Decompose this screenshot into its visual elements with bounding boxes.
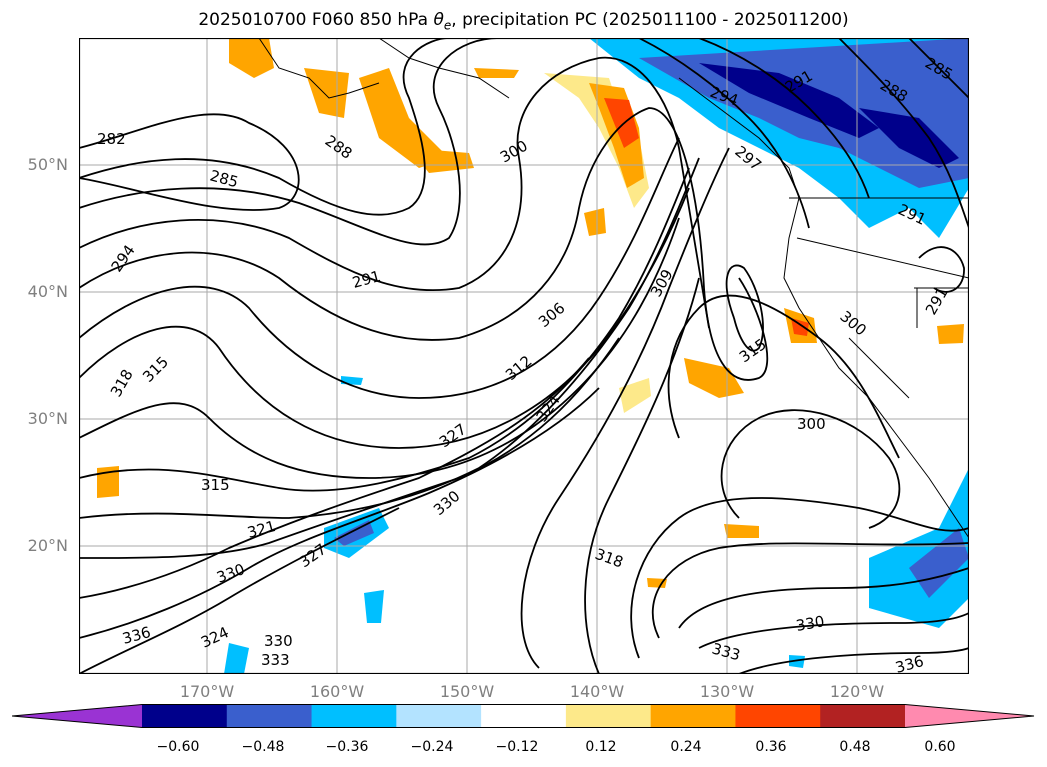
colorbar-tick: 0.36 — [755, 739, 787, 755]
colorbar-tick: 0.24 — [670, 739, 702, 755]
colorbar-tick: −0.36 — [325, 739, 369, 755]
colorbar-cell — [226, 704, 313, 728]
colorbar-cell — [565, 704, 652, 728]
colorbar-tick: 0.60 — [924, 739, 956, 755]
colorbar-tick: −0.12 — [495, 739, 539, 755]
colorbar-cell — [820, 704, 906, 728]
colorbar-tick: −0.24 — [410, 739, 454, 755]
theta-e-contours — [79, 38, 969, 674]
colorbar — [12, 704, 1035, 728]
contour-label: 315 — [201, 476, 230, 494]
lon-label: 140°W — [569, 682, 625, 701]
positive-precip-shading — [97, 38, 964, 588]
lon-label: 150°W — [439, 682, 495, 701]
contour-label: 330 — [264, 632, 293, 650]
map-title: 2025010700 F060 850 hPa θe, precipitatio… — [198, 10, 849, 33]
colorbar-cell — [735, 704, 821, 728]
colorbar-tick: 0.12 — [585, 739, 617, 755]
map-panel: 282 285 288 291 294 294 291 288 285 291 … — [79, 38, 969, 674]
colorbar-tick: −0.48 — [241, 739, 285, 755]
contour-label: 333 — [261, 651, 290, 669]
colorbar-tick: 0.48 — [839, 739, 871, 755]
colorbar-cell — [311, 704, 397, 728]
colorbar-tick: −0.60 — [156, 739, 200, 755]
colorbar-extension-low — [12, 704, 142, 728]
colorbar-cell — [481, 704, 567, 728]
lon-label: 130°W — [699, 682, 755, 701]
contour-label: 300 — [797, 415, 826, 433]
colorbar-cell — [650, 704, 736, 728]
lat-label: 20°N — [27, 536, 68, 555]
colorbar-cell — [396, 704, 482, 728]
contour-label: 330 — [795, 612, 826, 635]
contour-label: 282 — [97, 130, 126, 148]
map-frame — [79, 38, 969, 674]
lat-label: 40°N — [27, 282, 68, 301]
lat-label: 50°N — [27, 155, 68, 174]
lon-label: 120°W — [829, 682, 885, 701]
colorbar-cell — [142, 704, 228, 728]
lon-label: 170°W — [179, 682, 235, 701]
lat-label: 30°N — [27, 409, 68, 428]
colorbar-extension-high — [905, 704, 1034, 728]
lon-label: 160°W — [309, 682, 365, 701]
coastlines — [258, 38, 969, 539]
contour-label: 336 — [893, 652, 925, 674]
